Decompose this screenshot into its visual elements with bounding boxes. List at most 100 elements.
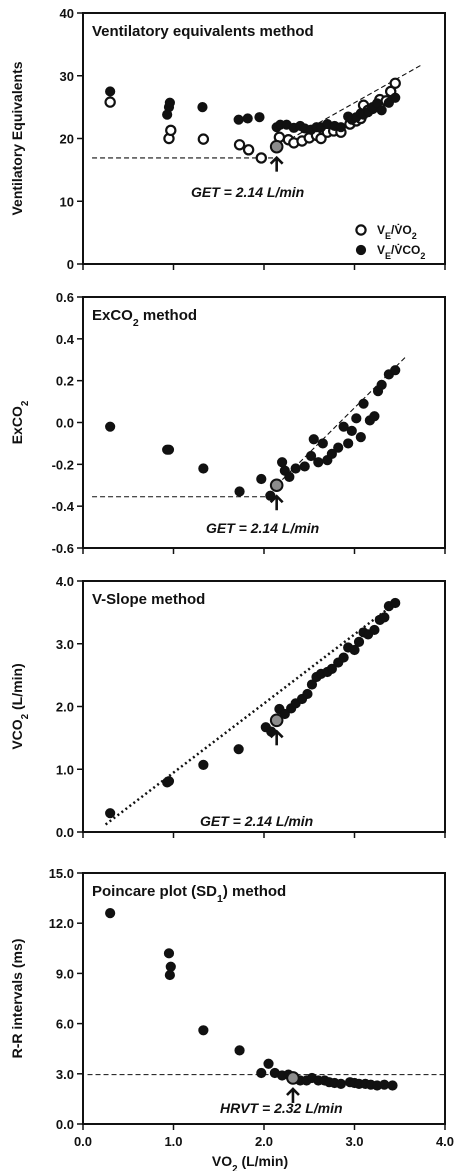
data-point [346, 425, 357, 436]
data-point [162, 109, 173, 120]
data-point [369, 411, 380, 422]
data-point [197, 102, 208, 113]
y-axis-label: VCO2 (L/min) [9, 663, 31, 749]
data-point [302, 688, 313, 700]
chart-title: ExCO2 method [92, 307, 197, 329]
data-point [305, 450, 317, 462]
data-point [163, 776, 175, 787]
y-tick-label: 15.0 [49, 866, 74, 881]
data-point [105, 908, 116, 919]
data-point [234, 486, 245, 497]
data-point [198, 463, 209, 474]
chart-panel-1: 0 10 20 30 40 Ventilatory Equivalents Ventilat… [9, 6, 446, 272]
y-axis-label: R-R intervals (ms) [9, 939, 25, 1059]
data-point [290, 463, 301, 474]
data-point [263, 1058, 274, 1069]
data-point [390, 365, 401, 376]
y-tick-label: 20 [60, 132, 74, 147]
y-tick-label: 12.0 [49, 916, 74, 931]
y-tick-label: 1.0 [56, 762, 74, 777]
data-point [233, 114, 244, 125]
data-point [279, 708, 290, 720]
y-axis-label: Ventilatory Equivalents [9, 61, 25, 215]
y-tick-label: 0.0 [56, 825, 74, 840]
x-tick-label: 4.0 [436, 1134, 454, 1149]
data-point [256, 473, 267, 485]
y-tick-label: 3.0 [56, 637, 74, 652]
legend-label-item1: VE/V̇O2 [377, 222, 417, 241]
data-point [343, 438, 354, 449]
chart-title: Ventilatory equivalents method [92, 23, 314, 40]
data-point [333, 442, 344, 453]
x-axis-label: VO2 (L/min) [212, 1153, 288, 1171]
data-point [326, 663, 337, 674]
data-point [233, 744, 244, 755]
data-point-open [165, 124, 177, 137]
y-tick-label: 40 [60, 6, 74, 21]
data-point-open [197, 133, 210, 145]
y-tick-label: 10 [60, 194, 74, 209]
legend-marker-open [355, 224, 367, 236]
data-point [338, 421, 349, 432]
chart-title: Poincare plot (SD1) method [92, 883, 286, 905]
chart-title: V-Slope method [92, 591, 205, 608]
plot-frame [82, 296, 446, 549]
threshold-point [269, 139, 284, 154]
data-point [335, 1078, 347, 1089]
data-point-open [233, 139, 246, 151]
data-point [308, 434, 319, 445]
data-point [369, 624, 380, 636]
x-tick-label: 3.0 [345, 1134, 363, 1149]
threshold-point [269, 478, 284, 493]
y-tick-label: 0.0 [56, 1117, 74, 1132]
data-point [242, 113, 253, 124]
x-tick-label: 1.0 [164, 1134, 182, 1149]
y-tick-label: 6.0 [56, 1017, 74, 1032]
data-point [353, 636, 365, 647]
data-point [351, 413, 362, 424]
data-point [376, 105, 387, 116]
threshold-annotation: GET = 2.14 L/min [191, 184, 304, 200]
data-point [198, 1025, 209, 1036]
data-point [299, 461, 310, 472]
y-tick-label: 4.0 [56, 574, 74, 589]
y-tick-label: 0.6 [56, 290, 74, 305]
y-tick-label: 30 [60, 69, 74, 84]
x-tick-label: 2.0 [255, 1134, 273, 1149]
data-point [265, 490, 276, 501]
data-point [254, 112, 265, 123]
fit-line-dashed [276, 63, 423, 148]
data-point [326, 448, 337, 459]
data-point [376, 379, 387, 390]
data-point-open [104, 96, 116, 108]
data-point [387, 1080, 398, 1091]
legend-marker-filled [355, 244, 367, 256]
threshold-point [286, 1071, 300, 1085]
threshold-annotation: HRVT = 2.32 L/min [220, 1100, 343, 1116]
data-point [163, 444, 175, 455]
y-tick-label: -0.4 [52, 499, 75, 514]
data-point [277, 457, 288, 468]
threshold-arrow-head [286, 1087, 300, 1096]
y-tick-label: -0.6 [52, 541, 74, 556]
data-point [313, 457, 324, 468]
fit-line-dotted [104, 598, 401, 826]
y-axis-label: ExCO2 [9, 400, 31, 444]
data-point [317, 438, 328, 449]
data-point [355, 432, 366, 443]
threshold-arrow-head [269, 729, 284, 739]
data-point [163, 948, 175, 959]
plot-frame [82, 580, 446, 833]
data-point [105, 86, 116, 97]
chart-panel-2: -0.6 -0.4 -0.2 0.0 0.2 0.4 0.6 ExCO2 ExCO2 metho… [9, 290, 446, 556]
data-point-open [389, 77, 401, 89]
threshold-annotation: GET = 2.14 L/min [200, 813, 313, 829]
threshold-arrow-head [269, 155, 284, 165]
y-tick-label: 0.0 [56, 416, 74, 431]
legend-label-item2: VE/V̇CO2 [377, 242, 425, 261]
y-tick-label: 9.0 [56, 966, 74, 981]
threshold-annotation: GET = 2.14 L/min [206, 520, 319, 536]
y-tick-label: -0.2 [52, 457, 74, 472]
